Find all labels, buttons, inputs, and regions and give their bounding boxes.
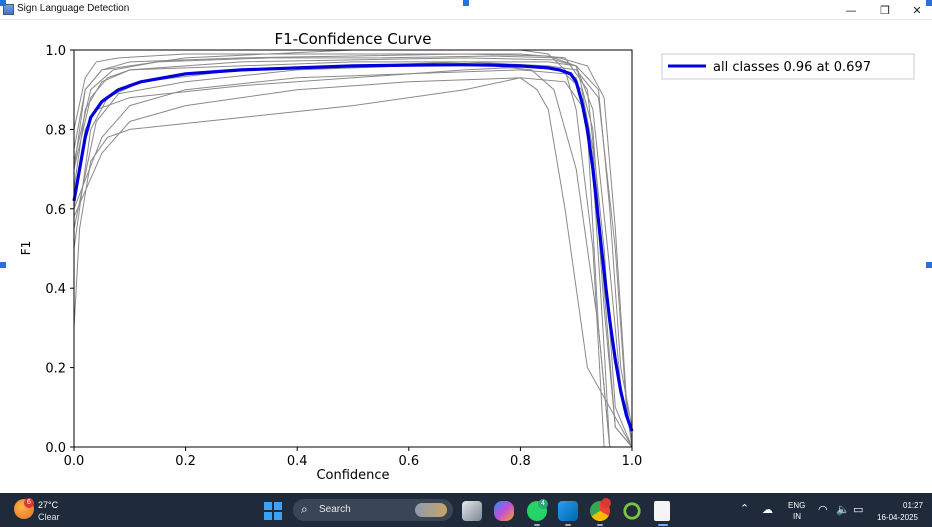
- app-icon: [3, 4, 14, 15]
- window-title: Sign Language Detection: [17, 3, 130, 14]
- y-tick-label: 0.8: [45, 123, 66, 138]
- x-axis-ticks: 0.0 0.2 0.4 0.6 0.8 1.0: [64, 447, 643, 469]
- tray-overflow-chevron-icon[interactable]: ⌃: [740, 502, 750, 515]
- y-tick-label: 1.0: [45, 44, 66, 59]
- x-tick-label: 0.0: [64, 454, 85, 469]
- class-curve-line: [73, 69, 633, 448]
- clock-time[interactable]: 01:27: [903, 501, 924, 510]
- cloud-icon[interactable]: ☁: [762, 503, 773, 516]
- y-tick-label: 0.2: [45, 362, 66, 377]
- start-logo-tile: [264, 512, 272, 520]
- f1-confidence-chart: 0.0 0.2 0.4 0.6 0.8 1.0 0.0 0.2 0.4 0.6 0.8 1.0 F1…: [19, 30, 915, 483]
- plot-frame: [73, 49, 633, 448]
- class-curve-line: [73, 65, 633, 448]
- volume-icon[interactable]: 🔈: [836, 503, 850, 516]
- document-icon[interactable]: [654, 501, 670, 521]
- whatsapp-running-indicator: [534, 524, 540, 526]
- task-view-icon[interactable]: [462, 501, 482, 521]
- y-tick-label: 0.4: [45, 282, 66, 297]
- resize-handle-top-left[interactable]: [0, 0, 6, 6]
- chart-title: F1-Confidence Curve: [275, 30, 432, 48]
- minimize-button[interactable]: —: [845, 3, 857, 17]
- x-tick-label: 1.0: [622, 454, 643, 469]
- class-curve-line: [73, 55, 633, 448]
- y-tick-label: 0.6: [45, 203, 66, 218]
- class-curves-group: [73, 49, 633, 448]
- document-active-indicator: [658, 524, 668, 526]
- x-tick-label: 0.4: [287, 454, 308, 469]
- y-axis-ticks: 0.0 0.2 0.4 0.6 0.8 1.0: [45, 44, 74, 456]
- taskbar-search-box[interactable]: ⌕ Search: [293, 499, 453, 521]
- y-axis-label: F1: [19, 241, 33, 256]
- class-curve-line: [73, 77, 633, 448]
- close-button[interactable]: ✕: [912, 3, 922, 17]
- input-region[interactable]: IN: [793, 512, 801, 521]
- chrome-running-indicator: [597, 524, 603, 526]
- window-title-bar: Sign Language Detection — ❐ ✕: [0, 0, 932, 20]
- clock-date[interactable]: 16-04-2025: [877, 513, 918, 522]
- resize-handle-right[interactable]: [926, 262, 932, 268]
- chrome-notification-badge: [601, 498, 611, 508]
- x-tick-label: 0.6: [398, 454, 419, 469]
- x-axis-label: Confidence: [316, 468, 389, 483]
- input-language[interactable]: ENG: [788, 501, 806, 510]
- x-tick-label: 0.8: [510, 454, 531, 469]
- class-curve-line: [73, 77, 632, 448]
- resize-handle-top-right[interactable]: [926, 0, 932, 6]
- vscode-icon[interactable]: [558, 501, 578, 521]
- search-highlight-icon: [415, 503, 447, 517]
- app-loader-icon[interactable]: [622, 501, 642, 521]
- plot-area: 0.0 0.2 0.4 0.6 0.8 1.0 0.0 0.2 0.4 0.6 0.8 1.0 F1…: [0, 20, 932, 493]
- class-curve-line: [73, 53, 633, 448]
- x-tick-label: 0.2: [175, 454, 196, 469]
- start-logo-tile: [274, 502, 282, 510]
- legend-label-all-classes: all classes 0.96 at 0.697: [713, 60, 871, 75]
- class-curve-line: [73, 57, 633, 440]
- taskbar: 6 27°C Clear ⌕ Search 4 ⌃ ☁ ENG IN ◠ 🔈 ▭…: [0, 493, 932, 527]
- weather-condition[interactable]: Clear: [38, 512, 60, 522]
- resize-handle-top[interactable]: [463, 0, 469, 6]
- start-logo-tile: [264, 502, 272, 510]
- battery-icon[interactable]: ▭: [853, 503, 864, 516]
- vscode-running-indicator: [565, 524, 571, 526]
- y-tick-label: 0.0: [45, 441, 66, 456]
- class-curve-line: [73, 53, 633, 448]
- search-icon: ⌕: [301, 502, 308, 516]
- class-curve-line: [73, 61, 632, 448]
- start-button[interactable]: [264, 502, 282, 520]
- legend: all classes 0.96 at 0.697: [661, 53, 915, 80]
- resize-handle-left[interactable]: [0, 262, 6, 268]
- start-logo-tile: [274, 512, 282, 520]
- series-line-all-classes: [72, 63, 634, 432]
- whatsapp-notification-badge: 4: [538, 499, 548, 509]
- class-curve-line: [73, 65, 632, 448]
- copilot-icon[interactable]: [494, 501, 514, 521]
- maximize-button[interactable]: ❐: [880, 3, 890, 17]
- weather-badge: 6: [24, 498, 34, 508]
- weather-temperature[interactable]: 27°C: [38, 500, 59, 510]
- search-label: Search: [319, 504, 351, 515]
- class-curve-line: [73, 61, 633, 428]
- wifi-icon[interactable]: ◠: [818, 503, 828, 516]
